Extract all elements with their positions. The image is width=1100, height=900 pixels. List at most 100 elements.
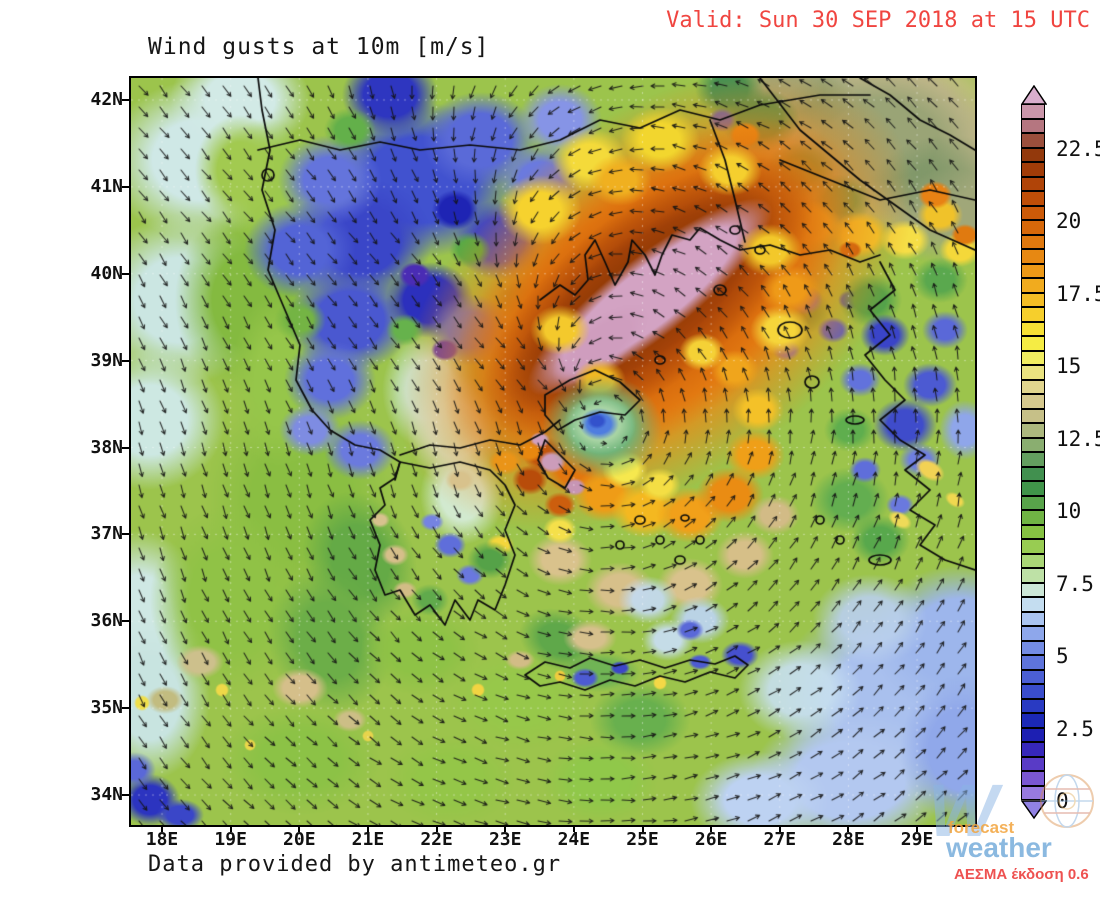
logo-weather-text: weather [946,832,1052,863]
colorbar-segment [1021,191,1045,206]
lon-tick [298,825,301,832]
lat-tick [122,185,129,188]
logo-version-text: ΑΕΣΜΑ έκδοση 0.6 [954,866,1089,883]
lon-tick [916,825,919,832]
credit-text: Data provided by antimeteo.gr [148,852,562,877]
lat-label: 39N [90,349,123,371]
colorbar-tick-label: 7.5 [1056,571,1094,596]
colorbar-segment [1021,104,1045,119]
colorbar-segment [1021,336,1045,351]
colorbar-segment [1021,263,1045,278]
logo-w-watermark: W [928,769,998,852]
lat-label: 36N [90,610,123,632]
colorbar-segment [1021,350,1045,365]
colorbar-tick-label: 0 [1056,789,1069,813]
colorbar-segment [1021,626,1045,641]
colorbar-tick-label: 2.5 [1056,716,1094,741]
logo-forecast-text: forecast [948,818,1015,837]
colorbar-segment [1021,597,1045,612]
colorbar-segment [1021,611,1045,626]
colorbar-segment [1021,568,1045,583]
colorbar-segment [1021,495,1045,510]
lat-label: 35N [90,697,123,719]
lat-label: 41N [90,175,123,197]
colorbar-segment [1021,669,1045,684]
colorbar-segment [1021,785,1045,800]
colorbar-segment [1021,365,1045,380]
colorbar-segment [1021,292,1045,307]
lon-tick [161,825,164,832]
lon-tick [366,825,369,832]
colorbar-segment [1021,249,1045,264]
lon-tick [641,825,644,832]
colorbar: 22.5 20 17.5 15 12.5 10 7.5 5 2.5 0 [1021,85,1100,825]
map-area: 42N 41N 40N 39N 38N 37N 36N 35N 34N 18E 19E 20E 21E 2… [90,76,977,850]
colorbar-segment [1021,278,1045,293]
colorbar-segment [1021,582,1045,597]
colorbar-segment [1021,698,1045,713]
colorbar-segment [1021,524,1045,539]
forecastweather-logo: W forecast weather ΑΕΣΜΑ έκδοση 0.6 [920,760,1100,890]
lon-tick [572,825,575,832]
colorbar-segment [1021,321,1045,336]
lat-tick [122,620,129,623]
colorbar-segment [1021,379,1045,394]
colorbar-segment [1021,394,1045,409]
lat-tick [122,98,129,101]
lat-tick [122,533,129,536]
lon-label: 22E [420,829,453,850]
wind-field-canvas [131,78,975,825]
colorbar-segment [1021,147,1045,162]
colorbar-segment [1021,727,1045,742]
lon-label: 27E [763,829,797,850]
lat-tick [122,272,129,275]
lon-tick [229,825,232,832]
colorbar-segment [1021,466,1045,481]
lon-label: 25E [626,829,659,850]
lon-label: 26E [694,829,728,850]
colorbar-segment [1021,510,1045,525]
page-title: Wind gusts at 10m [m/s] [148,34,490,60]
lon-label: 24E [557,829,591,850]
lon-tick [504,825,507,832]
colorbar-segment [1021,452,1045,467]
lon-label: 19E [214,829,247,850]
colorbar-arrow [1021,800,1047,820]
colorbar-segment [1021,655,1045,670]
colorbar-segment [1021,742,1045,757]
colorbar-tick-label: 22.5 [1056,136,1100,161]
lat-tick [122,446,129,449]
colorbar-segment [1021,481,1045,496]
colorbar-arrow [1021,85,1047,105]
lat-label: 34N [90,784,123,806]
colorbar-segment [1021,220,1045,235]
lat-tick [122,707,129,710]
colorbar-segment [1021,771,1045,786]
colorbar-segment [1021,640,1045,655]
colorbar-segment [1021,539,1045,554]
colorbar-segment [1021,423,1045,438]
colorbar-tick-label: 17.5 [1056,281,1100,306]
colorbar-segment [1021,408,1045,423]
colorbar-segment [1021,684,1045,699]
colorbar-segment [1021,234,1045,249]
colorbar-tick-label: 20 [1056,209,1082,233]
lon-label: 21E [351,829,385,850]
valid-time-label: Valid: Sun 30 SEP 2018 at 15 UTC [666,8,1090,33]
lon-tick [710,825,713,832]
colorbar-segment [1021,162,1045,177]
colorbar-segment [1021,713,1045,728]
lat-label: 37N [90,523,123,545]
colorbar-segment [1021,307,1045,322]
lon-tick [847,825,850,832]
colorbar-segment [1021,553,1045,568]
lon-label: 29E [900,829,934,850]
colorbar-tick-label: 12.5 [1056,426,1100,451]
colorbar-segment [1021,205,1045,220]
colorbar-tick-label: 5 [1056,644,1069,668]
lon-label: 28E [832,829,865,850]
lat-tick [122,794,129,797]
colorbar-segment [1021,437,1045,452]
lon-label: 20E [283,829,316,850]
colorbar-segment [1021,118,1045,133]
